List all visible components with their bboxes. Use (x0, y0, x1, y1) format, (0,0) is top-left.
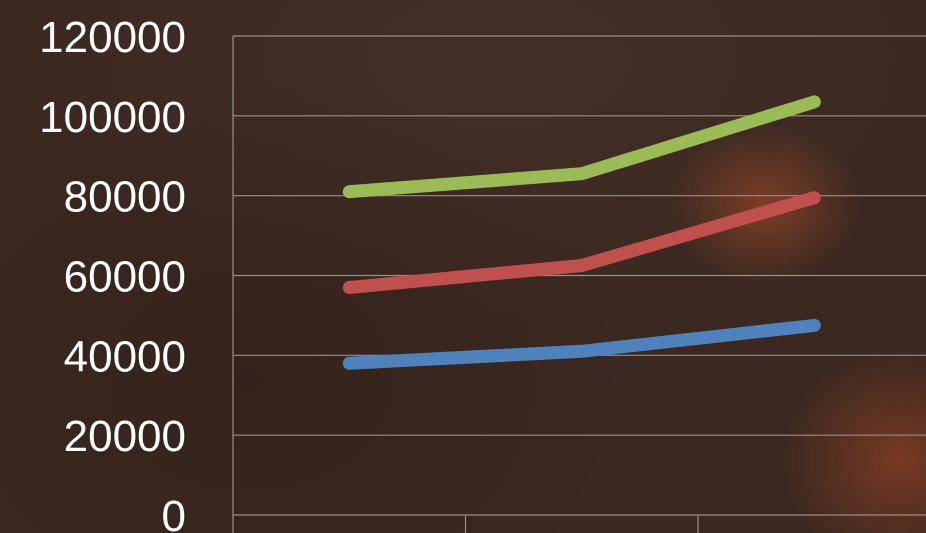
series-line-3 (342, 95, 821, 199)
y-tick-label: 40000 (64, 332, 186, 381)
y-tick-label: 60000 (64, 253, 186, 302)
series-lines (342, 95, 821, 370)
y-tick-label: 20000 (64, 412, 186, 461)
axes (232, 36, 926, 533)
y-tick-label: 120000 (39, 13, 186, 62)
series-line-1 (342, 318, 821, 370)
y-axis-tick-labels: 0 20000 40000 60000 80000 100000 120000 (39, 13, 186, 533)
y-tick-label: 100000 (39, 93, 186, 142)
y-tick-label: 80000 (64, 173, 186, 222)
gridlines (233, 35, 926, 436)
y-tick-label: 0 (162, 492, 186, 533)
series-line-2 (342, 191, 821, 294)
